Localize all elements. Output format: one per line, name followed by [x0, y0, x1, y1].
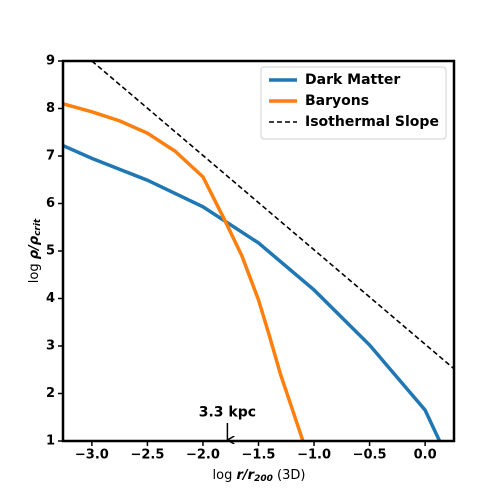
x-tick-label: −0.5: [353, 448, 387, 463]
x-tick-label: −1.0: [297, 448, 331, 463]
annotation: 3.3 kpc: [199, 405, 256, 421]
x-tick-label: −3.0: [75, 448, 109, 463]
y-tick-label: 4: [46, 291, 55, 306]
legend-label: Isothermal Slope: [305, 114, 439, 130]
y-tick-label: 2: [46, 386, 55, 401]
y-tick-label: 9: [46, 54, 55, 69]
y-tick-label: 3: [46, 339, 55, 354]
y-tick-label: 8: [46, 101, 55, 116]
x-tick-label: 0.0: [414, 448, 437, 463]
plot-frame: [61, 59, 456, 443]
y-axis-label: log ρ/ρcrit: [27, 218, 43, 283]
series-line: [91, 61, 454, 370]
y-tick-label: 5: [46, 244, 55, 259]
series-line: [63, 143, 442, 441]
legend-label: Baryons: [305, 93, 369, 109]
x-axis-label: log r/r200 (3D): [213, 468, 306, 484]
legend-label: Dark Matter: [305, 72, 400, 88]
y-tick-label: 1: [46, 434, 55, 449]
x-tick-label: −1.5: [242, 448, 276, 463]
legend-box: [260, 66, 447, 140]
x-tick-label: −2.0: [186, 448, 220, 463]
x-tick-label: −2.5: [130, 448, 164, 463]
series-line: [63, 102, 305, 441]
y-tick-label: 6: [46, 196, 55, 211]
y-tick-label: 7: [46, 149, 55, 164]
